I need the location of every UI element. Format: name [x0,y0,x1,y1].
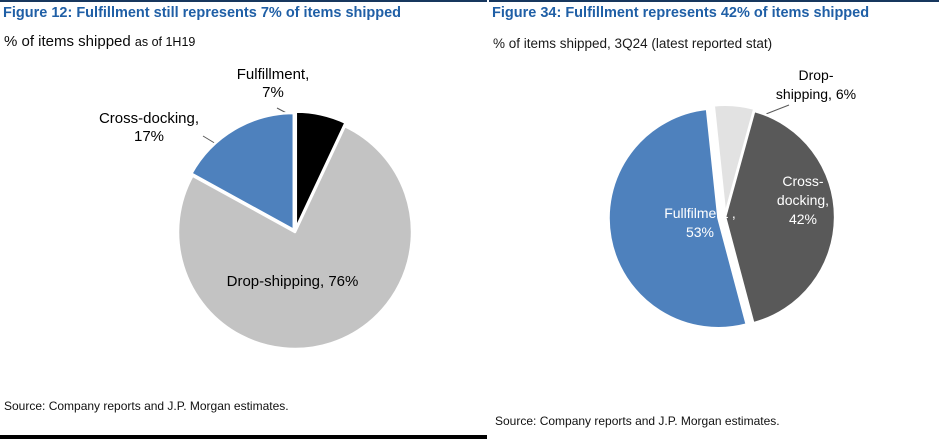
figure-34-panel: Figure 34: Fulfillment represents 42% of… [489,0,939,440]
figure-12-subtitle-text: % of items shipped [4,33,131,50]
pie-slice-cross-docking [723,109,837,325]
pie-slice-drop-shipping [712,103,756,217]
figure-34-title: Figure 34: Fulfillment represents 42% of… [492,5,870,21]
bottom-divider-bar [0,435,487,439]
figure-12-subtitle-note: as of 1H19 [134,35,196,49]
figure-12-subtitle: % of items shipped as of 1H19 [4,33,195,50]
pie-slices-1h19 [176,110,414,351]
figure-34-subtitle: % of items shipped, 3Q24 (latest reporte… [493,36,773,51]
pie-slice-cross-docking [190,111,296,232]
label-drop-shipping-76: Drop-shipping, 76% [226,273,359,290]
label-drop-shipping-6: Drop- shipping, 6% [775,67,857,102]
label-fulfillment-7: Fulfillment, 7% [236,66,310,101]
pie-slice-fulfillment [294,110,347,230]
label-cross-docking-17: Cross-docking, 17% [98,110,200,145]
figure-12-source: Source: Company reports and J.P. Morgan … [4,399,289,413]
pie-slices-3q24 [607,103,837,330]
label-fulfillment-53: Fullfilment , 53% [664,205,736,240]
pie-slice-fullfilment [607,107,749,330]
figure-34-source: Source: Company reports and J.P. Morgan … [495,414,780,428]
pie-chart-3q24 [607,103,837,330]
label-cross-docking-42: Cross- docking, 42% [776,173,830,227]
pie-chart-1h19 [176,107,414,351]
pie-slice-drop-shipping [176,124,414,351]
figure-12-panel: Figure 12: Fulfillment still represents … [0,0,487,439]
figure-12-title: Figure 12: Fulfillment still represents … [3,5,402,21]
